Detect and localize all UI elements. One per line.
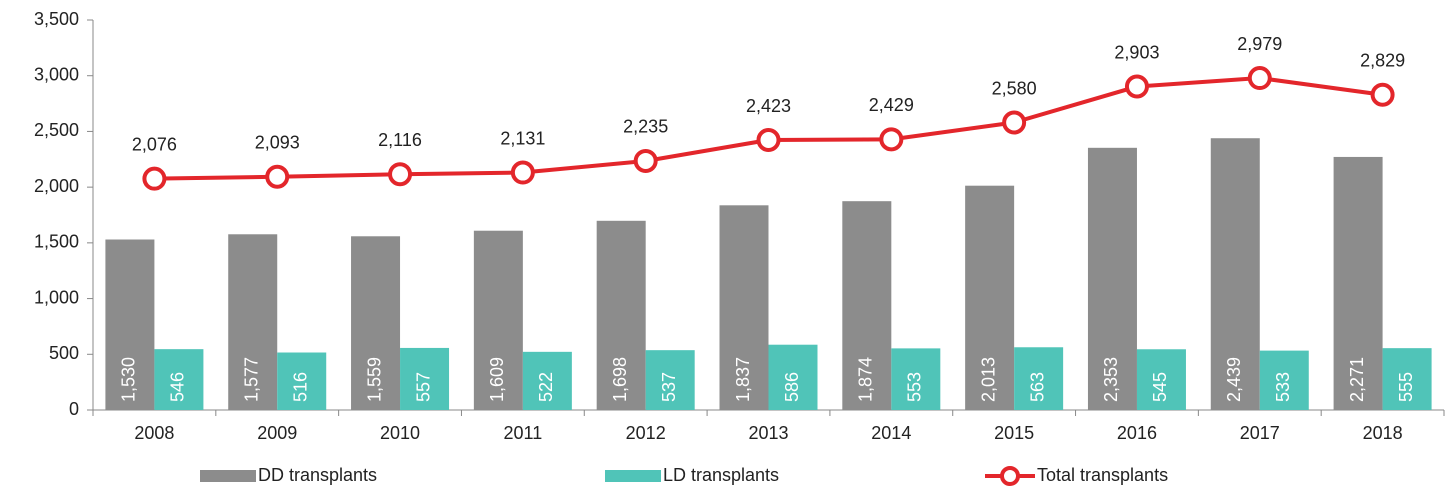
- legend-label: DD transplants: [258, 465, 377, 485]
- data-label: 1,559: [364, 357, 384, 402]
- line-marker: [1002, 110, 1027, 135]
- bar: [1136, 349, 1186, 410]
- bar: [522, 351, 572, 410]
- x-tick-label: 2012: [626, 423, 666, 443]
- line-marker: [1370, 82, 1395, 107]
- data-label: 2,423: [746, 96, 791, 116]
- data-label: 1,837: [733, 357, 753, 402]
- data-label: 1,874: [856, 357, 876, 402]
- data-label: 522: [536, 372, 556, 402]
- data-label: 1,698: [610, 357, 630, 402]
- bar: [351, 236, 401, 410]
- data-label: 1,530: [119, 357, 139, 402]
- line-marker: [388, 162, 413, 187]
- y-tick-label: 3,000: [34, 64, 79, 84]
- data-label: 533: [1273, 372, 1293, 402]
- data-label: 516: [290, 372, 310, 402]
- bar: [768, 344, 818, 410]
- y-tick-label: 500: [49, 343, 79, 363]
- data-label: 2,271: [1347, 357, 1367, 402]
- data-label: 2,353: [1101, 357, 1121, 402]
- line-marker: [879, 127, 904, 152]
- bar: [154, 349, 204, 410]
- x-tick-label: 2016: [1117, 423, 1157, 443]
- data-label: 2,580: [992, 78, 1037, 98]
- bar: [891, 348, 941, 410]
- x-tick-label: 2009: [257, 423, 297, 443]
- line-marker: [510, 160, 535, 185]
- bar: [842, 201, 892, 410]
- data-label: 563: [1027, 372, 1047, 402]
- x-tick-label: 2018: [1363, 423, 1403, 443]
- bar: [1382, 348, 1432, 410]
- bar: [719, 205, 769, 410]
- data-label: 586: [782, 372, 802, 402]
- x-tick-label: 2011: [504, 423, 543, 443]
- data-label: 2,235: [623, 117, 668, 137]
- x-tick-label: 2013: [748, 423, 788, 443]
- x-tick-label: 2014: [871, 423, 911, 443]
- bar: [645, 350, 695, 410]
- bar: [277, 352, 327, 410]
- bar: [965, 185, 1015, 410]
- x-tick-label: 2010: [380, 423, 420, 443]
- y-tick-label: 2,000: [34, 176, 79, 196]
- y-tick-label: 0: [69, 399, 79, 419]
- data-label: 1,609: [487, 357, 507, 402]
- data-label: 553: [905, 372, 925, 402]
- data-label: 2,013: [978, 357, 998, 402]
- data-label: 2,829: [1360, 51, 1405, 71]
- data-label: 2,439: [1224, 357, 1244, 402]
- legend-label: LD transplants: [663, 465, 779, 485]
- bar: [105, 239, 155, 410]
- bar: [596, 220, 646, 410]
- line-marker: [142, 166, 167, 191]
- bar: [228, 234, 278, 410]
- y-tick-label: 2,500: [34, 120, 79, 140]
- data-label: 2,116: [378, 130, 422, 150]
- bar: [1087, 147, 1137, 410]
- data-label: 545: [1150, 372, 1170, 402]
- data-label: 2,093: [255, 133, 300, 153]
- legend-marker: [1000, 466, 1020, 486]
- data-label: 555: [1396, 372, 1416, 402]
- data-label: 546: [168, 372, 188, 402]
- data-label: 2,076: [132, 134, 177, 154]
- bar: [1259, 350, 1309, 410]
- bar: [400, 347, 450, 410]
- y-tick-label: 1,500: [34, 232, 79, 252]
- bar: [1014, 347, 1064, 410]
- line-marker: [265, 164, 290, 189]
- x-tick-label: 2015: [994, 423, 1034, 443]
- data-label: 2,131: [500, 128, 545, 148]
- x-tick-label: 2008: [134, 423, 174, 443]
- data-label: 2,979: [1237, 34, 1282, 54]
- bar: [1210, 138, 1260, 410]
- bar: [1333, 156, 1383, 410]
- data-label: 2,903: [1114, 42, 1159, 62]
- legend-swatch: [200, 470, 256, 482]
- y-tick-label: 3,500: [34, 9, 79, 29]
- legend-swatch: [605, 470, 661, 482]
- x-tick-label: 2017: [1240, 423, 1280, 443]
- data-label: 1,577: [241, 357, 261, 402]
- y-tick-label: 1,000: [34, 287, 79, 307]
- data-label: 2,429: [869, 95, 914, 115]
- line-marker: [1124, 74, 1149, 99]
- data-label: 537: [659, 372, 679, 402]
- line-marker: [756, 128, 781, 153]
- legend-label: Total transplants: [1037, 465, 1168, 485]
- bar: [473, 230, 523, 410]
- line-marker: [633, 148, 658, 173]
- data-label: 557: [413, 372, 433, 402]
- line-marker: [1247, 66, 1272, 91]
